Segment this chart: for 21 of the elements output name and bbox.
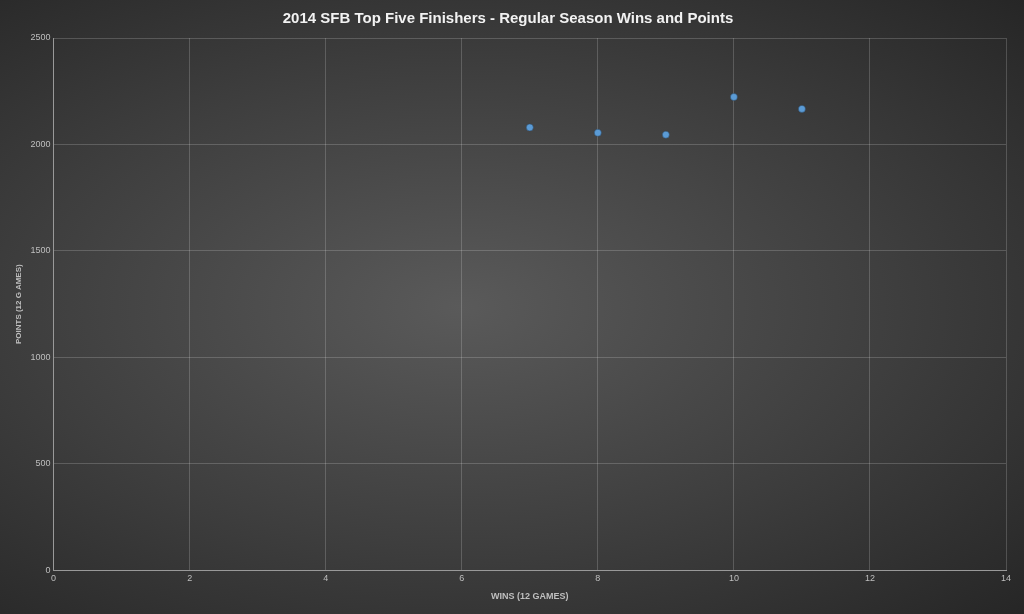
point <box>594 129 602 137</box>
x-axis-title: WINS (12 GAMES) <box>491 591 569 602</box>
point <box>526 123 534 132</box>
y-tick-label: 1500 <box>30 245 51 256</box>
x-tick-label: 14 <box>1000 573 1012 584</box>
point <box>662 130 670 139</box>
x-tick-label: 2 <box>187 573 193 584</box>
y-axis-title: POINTS (12 G AMES) <box>14 264 23 345</box>
x-tick-label: 6 <box>459 573 465 584</box>
x-tick-label: 8 <box>595 573 601 584</box>
x-tick-label: 10 <box>728 573 739 584</box>
x-tick-label: 12 <box>864 573 875 584</box>
y-tick-label: 500 <box>35 458 51 469</box>
chart-title: 2014 SFB Top Five Finishers - Regular Season Wins and Points <box>282 9 734 27</box>
y-tick-label: 1000 <box>30 351 51 362</box>
y-tick-label: 2000 <box>30 138 51 149</box>
x-tick-label: 4 <box>323 573 329 584</box>
point <box>798 105 806 113</box>
point <box>730 93 738 101</box>
y-tick-label: 0 <box>45 564 51 575</box>
y-tick-label: 2500 <box>30 32 51 43</box>
